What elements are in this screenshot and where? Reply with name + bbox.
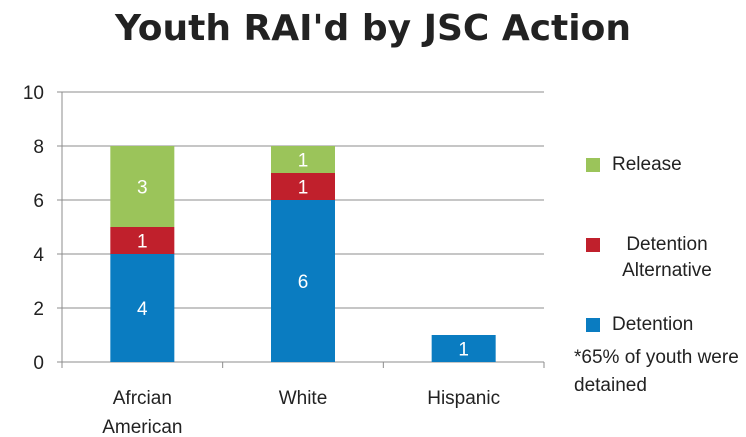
- data-label: 4: [137, 299, 148, 320]
- legend-swatch-detention: [586, 318, 600, 332]
- y-tick-label: 6: [33, 191, 44, 212]
- data-label: 6: [298, 272, 309, 293]
- footnote: *65% of youth were detained: [574, 347, 739, 396]
- bar-detention: [271, 200, 335, 362]
- legend-label-detention-alternative: Detention Alternative: [622, 234, 712, 281]
- legend-swatch-detention-alternative: [586, 238, 600, 252]
- bar-detention: [110, 254, 175, 362]
- legend-label-release: Release: [612, 154, 682, 175]
- y-tick-label: 2: [33, 299, 44, 320]
- bar-release: [271, 146, 335, 173]
- legend-item-detention: Detention: [586, 312, 693, 338]
- y-tick-label: 8: [33, 137, 44, 158]
- y-tick-label: 4: [33, 245, 44, 266]
- data-label: 1: [137, 232, 148, 253]
- data-label: 3: [137, 178, 148, 199]
- y-tick-label: 0: [33, 353, 44, 374]
- bar-detention-alternative: [271, 173, 335, 200]
- bar-release: [110, 146, 175, 227]
- bar-detention: [431, 335, 496, 362]
- legend-item-detention-alternative: Detention Alternative: [586, 232, 736, 284]
- y-tick-label: 10: [23, 83, 44, 104]
- data-label: 1: [458, 340, 469, 361]
- chart-title: Youth RAI'd by JSC Action: [115, 8, 631, 49]
- legend-item-release: Release: [586, 152, 682, 178]
- data-label: 1: [298, 178, 309, 199]
- x-tick-label: Afrcian American: [102, 388, 182, 437]
- bar-detention-alternative: [110, 227, 175, 254]
- legend-swatch-release: [586, 158, 600, 172]
- x-tick-label: Hispanic: [427, 388, 500, 409]
- x-tick-label: White: [279, 388, 328, 409]
- data-label: 1: [298, 151, 309, 172]
- legend-label-detention: Detention: [612, 314, 694, 335]
